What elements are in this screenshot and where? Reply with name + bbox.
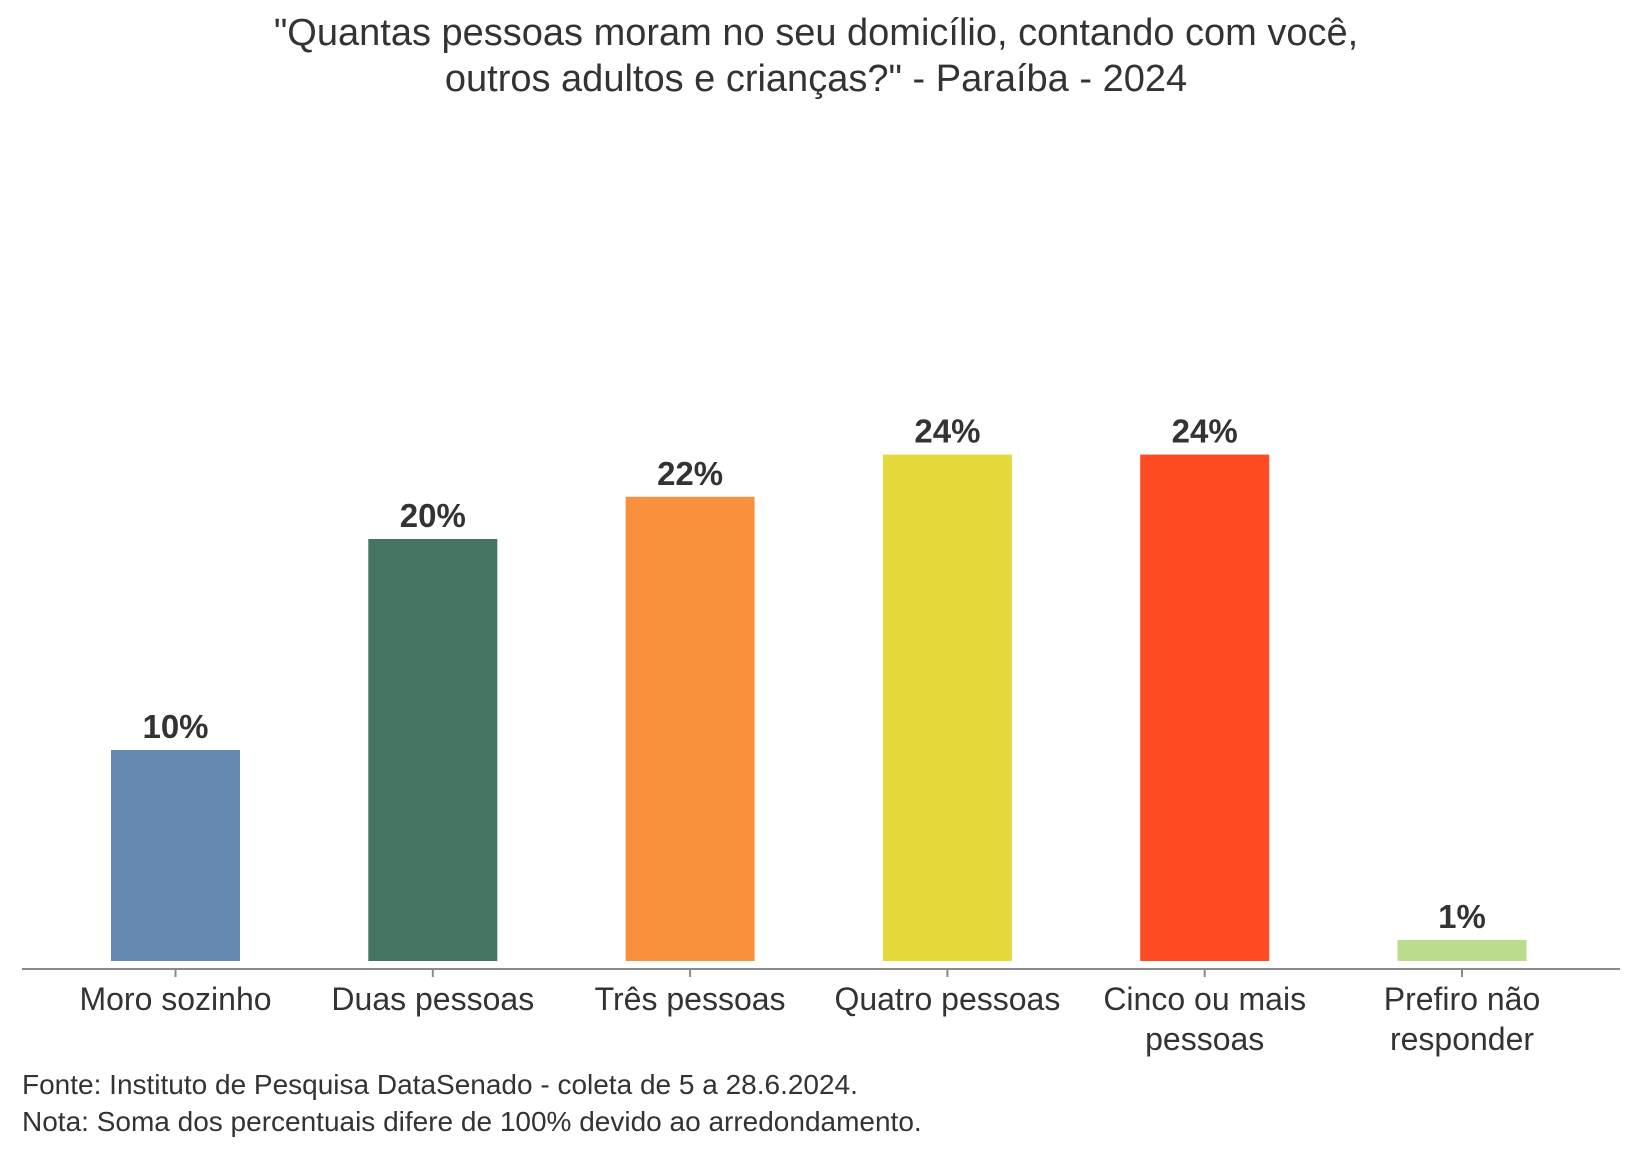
x-tick-label-line: Cinco ou mais xyxy=(1103,981,1306,1017)
footer-note: Nota: Soma dos percentuais difere de 100… xyxy=(22,1106,922,1137)
data-label: 10% xyxy=(142,708,208,745)
x-tick-label: Quatro pessoas xyxy=(834,981,1060,1017)
bar xyxy=(111,750,240,961)
x-tick-label-line: pessoas xyxy=(1145,1021,1264,1057)
data-label: 1% xyxy=(1438,898,1486,935)
data-label: 24% xyxy=(1172,413,1238,450)
x-tick-label: Cinco ou mais pessoas xyxy=(1103,981,1306,1057)
footer-source: Fonte: Instituto de Pesquisa DataSenado … xyxy=(22,1069,858,1100)
bar xyxy=(882,454,1012,961)
chart-title-line-2: outros adultos e crianças?" - Paraíba - … xyxy=(444,58,1188,100)
x-tick-label: Duas pessoas xyxy=(331,981,534,1017)
bars-group xyxy=(111,454,1527,961)
data-labels: 10% 20% 22% 24% 24% 1% xyxy=(142,413,1485,935)
data-label: 20% xyxy=(400,497,466,534)
x-tick-label-line: responder xyxy=(1390,1021,1534,1057)
x-axis-labels: Moro sozinho Duas pessoas Três pessoas Quat… xyxy=(79,981,1540,1057)
x-tick-label-line: Duas pessoas xyxy=(331,981,534,1017)
x-tick-label-line: Quatro pessoas xyxy=(834,981,1060,1017)
bar xyxy=(625,496,755,961)
data-label: 22% xyxy=(657,455,723,492)
chart-title-line-1: "Quantas pessoas moram no seu domicílio,… xyxy=(273,12,1359,54)
x-tick-label-line: Prefiro não xyxy=(1384,981,1541,1017)
x-tick-label: Três pessoas xyxy=(595,981,786,1017)
bar xyxy=(368,539,498,961)
bar xyxy=(1140,454,1270,961)
x-axis-ticks xyxy=(174,969,1463,977)
chart-title: "Quantas pessoas moram no seu domicílio,… xyxy=(0,10,1632,102)
data-label: 24% xyxy=(914,413,980,450)
x-tick-label-line: Moro sozinho xyxy=(79,981,271,1017)
x-tick-label: Moro sozinho xyxy=(79,981,271,1017)
bar xyxy=(1397,939,1527,961)
x-tick-label-line: Três pessoas xyxy=(595,981,786,1017)
x-tick-label: Prefiro não responder xyxy=(1384,981,1541,1057)
